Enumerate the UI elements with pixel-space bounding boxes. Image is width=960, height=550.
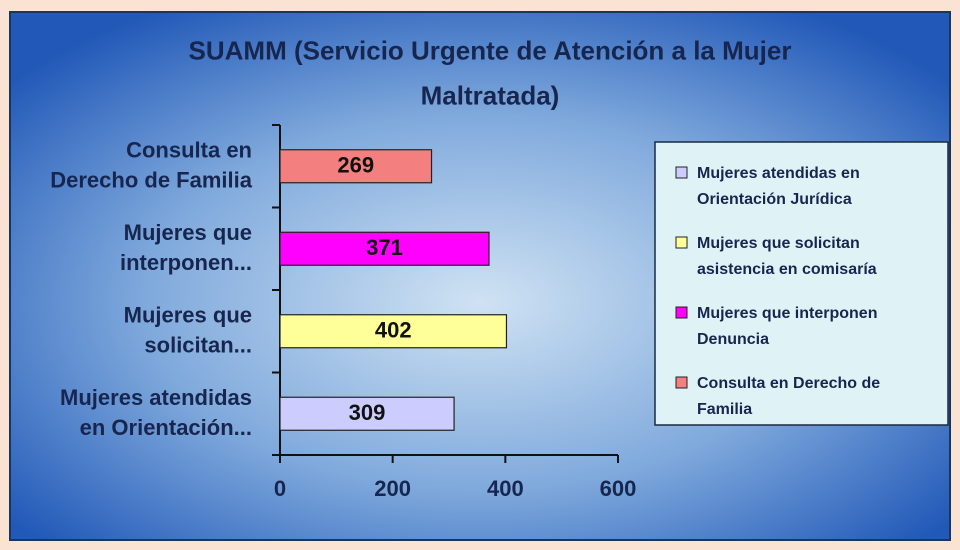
x-tick-label: 200	[374, 476, 411, 501]
data-label: 269	[337, 152, 374, 177]
legend-swatch	[675, 236, 688, 249]
chart-title: SUAMM (Servicio Urgente de Atención a la…	[189, 35, 792, 110]
legend-label: Mujeres que solicitan asistencia en comis…	[697, 235, 877, 278]
data-label: 371	[366, 235, 403, 260]
legend-swatch	[675, 166, 688, 179]
x-tick-label: 0	[274, 476, 286, 501]
x-tick-label: 400	[487, 476, 524, 501]
legend-swatch	[675, 376, 688, 389]
bar	[279, 314, 508, 349]
y-tick-label: Mujeres que solicitan...	[124, 302, 252, 357]
legend-label: Mujeres que interponen Denuncia	[697, 305, 877, 348]
legend-label: Mujeres atendidas en Orientación Jurídica	[697, 165, 860, 208]
data-label: 402	[375, 317, 412, 342]
legend-box	[654, 141, 949, 426]
bar	[279, 149, 433, 184]
x-tick-label: 600	[600, 476, 637, 501]
legend-label: Consulta en Derecho de Familia	[697, 375, 880, 418]
bar	[279, 231, 490, 266]
y-tick-label: Consulta en Derecho de Familia	[50, 137, 253, 192]
legend-swatch	[675, 306, 688, 319]
bar	[279, 396, 455, 431]
y-tick-label: Mujeres que interponen...	[120, 220, 252, 275]
data-label: 309	[349, 400, 386, 425]
y-tick-label: Mujeres atendidas en Orientación...	[60, 385, 252, 440]
